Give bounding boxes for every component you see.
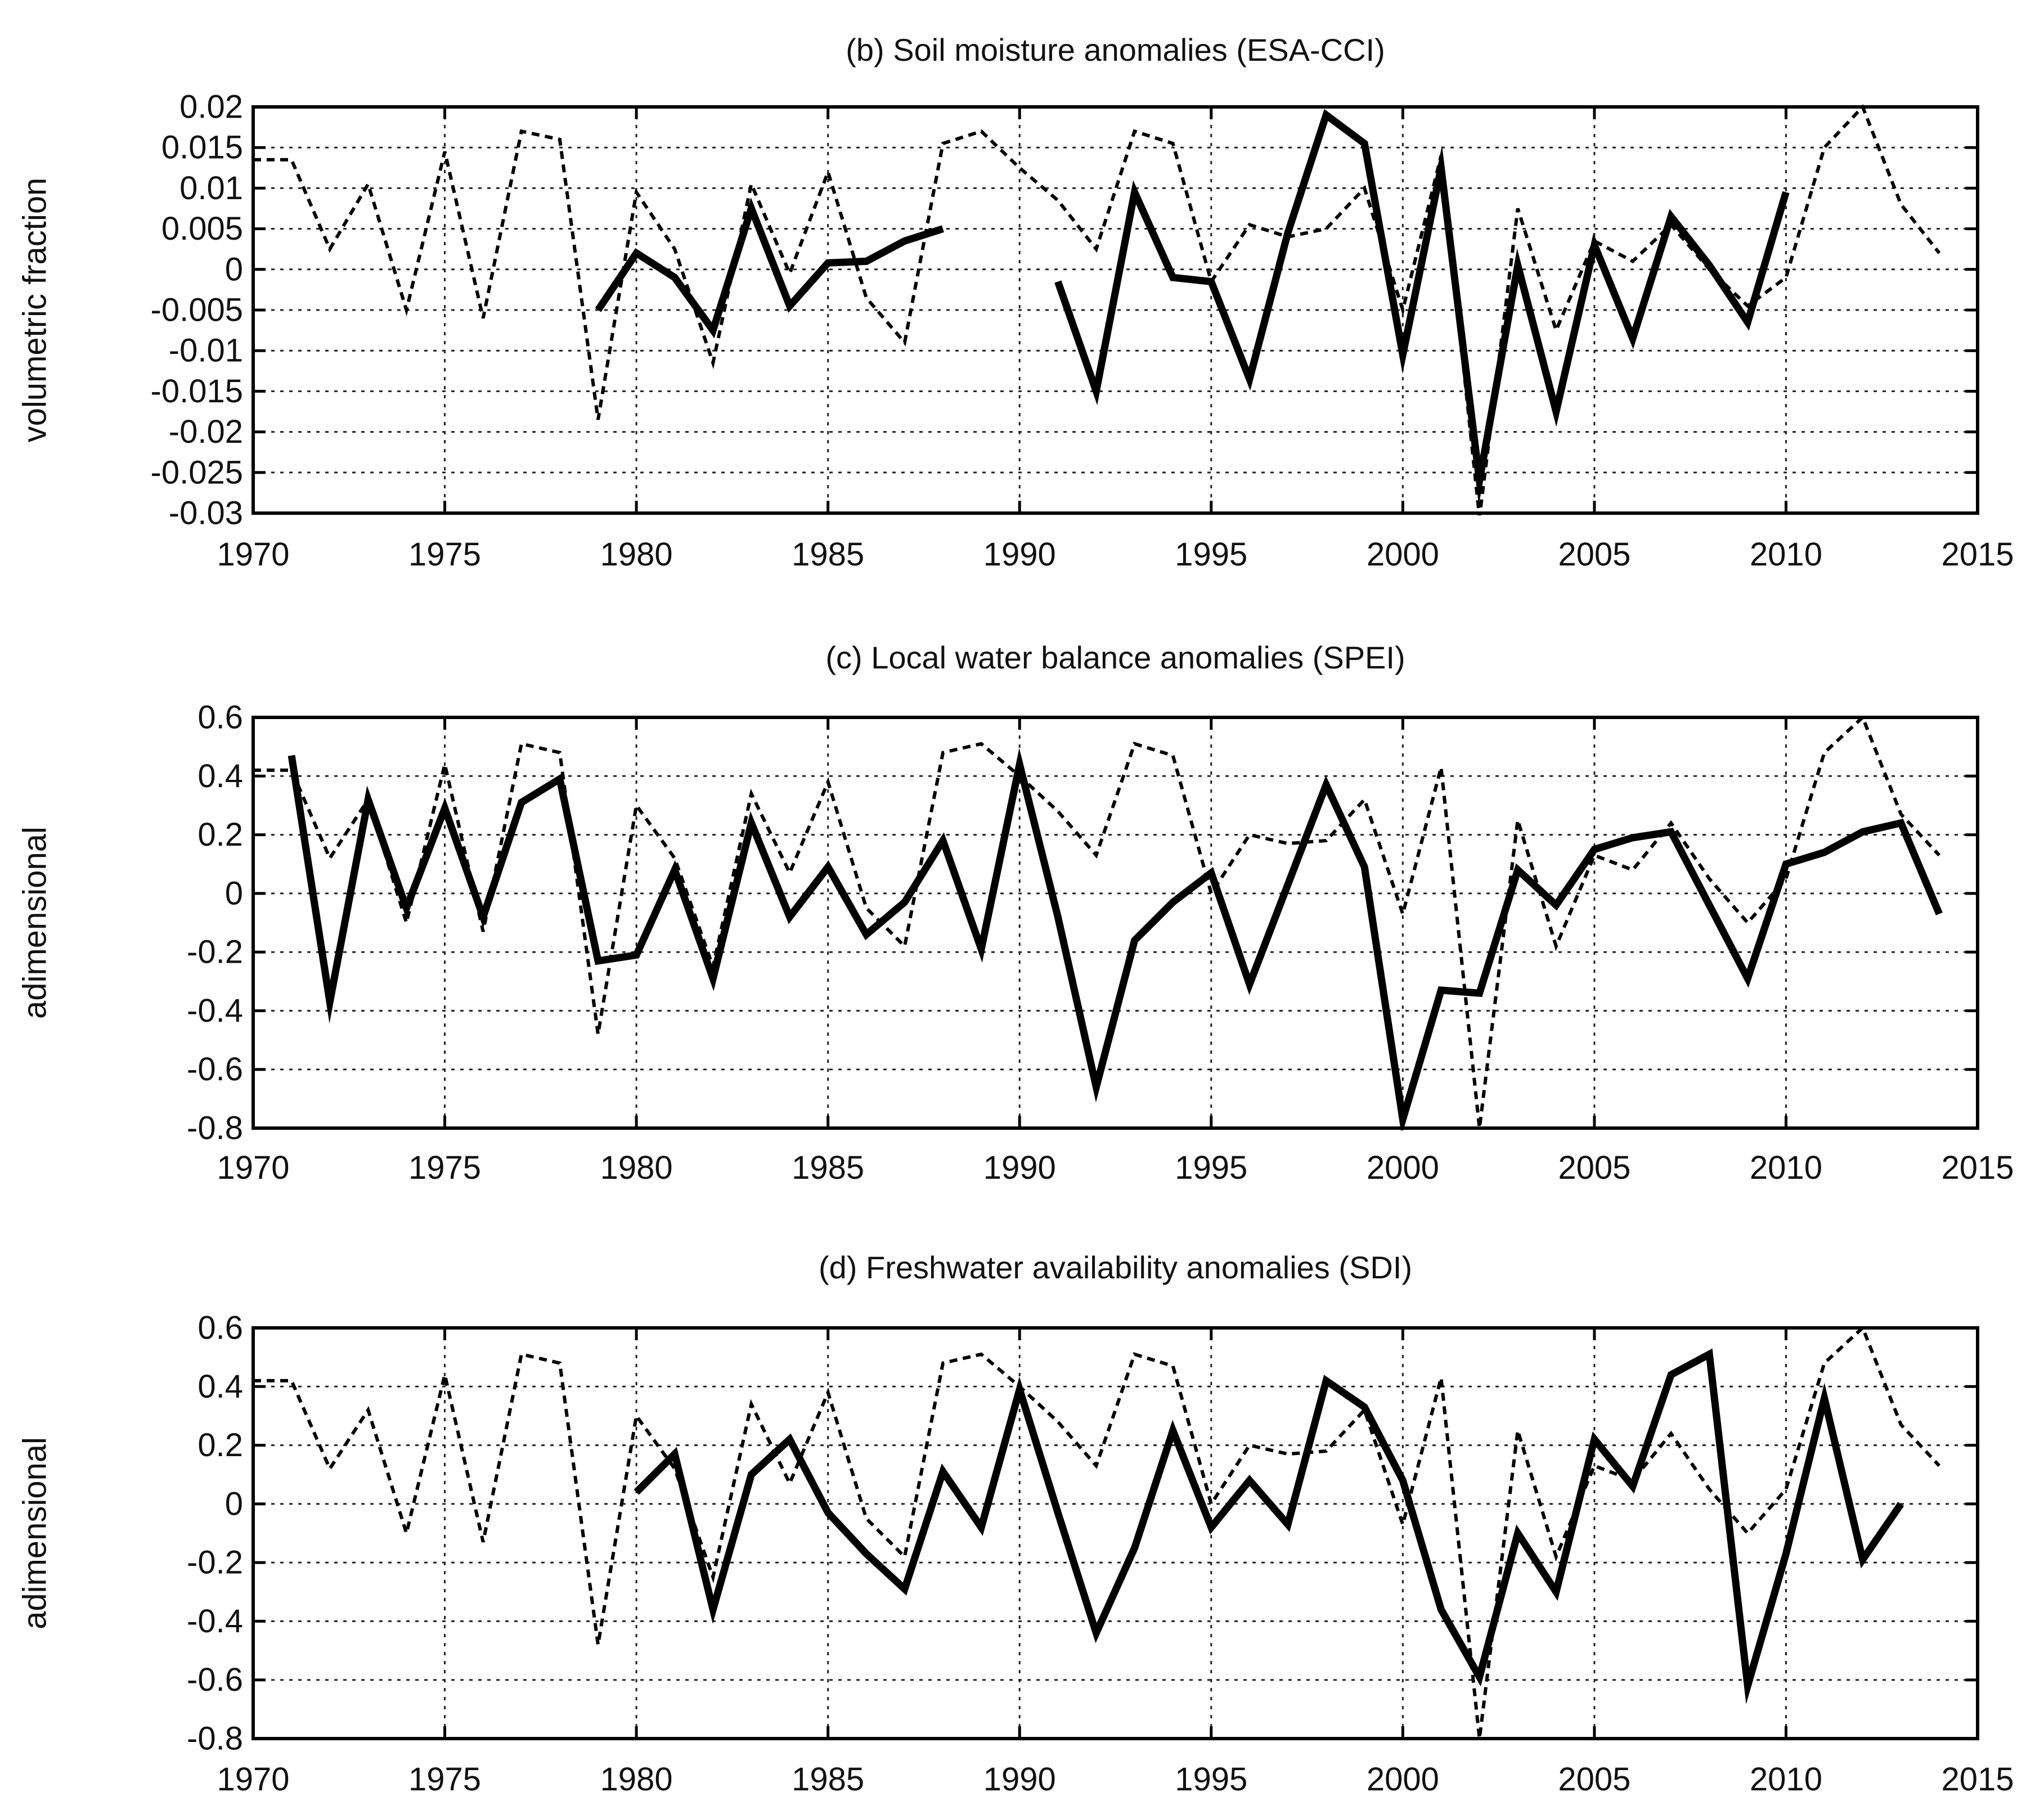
series-solid-line-segment-1 [595,197,944,339]
x-tick-label: 1985 [792,1150,864,1186]
chart-title: (b) Soil moisture anomalies (ESA-CCI) [846,32,1385,68]
panel-b: (b) Soil moisture anomalies (ESA-CCI) vol… [17,32,2014,573]
y-tick-label: -0.03 [169,495,243,532]
y-tick-label: 0 [225,875,243,912]
x-tick-label: 1975 [408,536,481,573]
x-tick-label: 2010 [1750,1150,1822,1186]
x-tick-label: 1980 [600,536,673,573]
y-tick-label: -0.2 [187,1544,243,1581]
y-tick-label: -0.2 [187,934,243,971]
x-tick-label: 1995 [1175,1150,1247,1186]
x-tick-label: 1970 [217,1150,289,1186]
y-tick-label: -0.4 [187,993,243,1029]
series-solid-line-segment-2 [1054,109,1790,505]
x-tick-label: 1985 [792,536,864,573]
x-tick-label: 1995 [1175,536,1247,573]
series-solid-line [287,748,1943,1130]
panel-d: (d) Freshwater availability anomalies (S… [17,1250,2014,1798]
panel-c: (c) Local water balance anomalies (SPEI)… [17,640,2014,1186]
y-tick-label: 0.4 [197,758,243,794]
y-tick-label: 0.01 [179,170,243,206]
y-tick-label: 0.2 [197,816,243,853]
y-tick-label: -0.8 [187,1110,243,1147]
y-tick-label: 0 [225,251,243,288]
series-dashed-line [253,105,1941,515]
y-tick-label: -0.4 [187,1603,243,1640]
y-tick-label: -0.015 [151,373,243,410]
plot-frame [251,1326,1979,1740]
x-tick-label: 1990 [983,1761,1056,1798]
x-tick-label: 1975 [408,1150,481,1186]
series-dashed-line [253,715,1941,1129]
x-tick-label: 2010 [1750,536,1822,573]
x-tick-label: 2010 [1750,1761,1822,1798]
y-tick-label: 0.6 [197,1310,243,1346]
series-solid-line [634,1348,1904,1704]
series-dashed-line [253,1326,1941,1739]
x-tick-label: 1980 [600,1761,673,1798]
y-tick-label: -0.8 [187,1721,243,1757]
plot-frame [251,105,1979,515]
y-tick-label: 0.6 [197,699,243,736]
x-tick-label: 1995 [1175,1761,1247,1798]
x-tick-label: 2005 [1558,1761,1630,1798]
y-tick-label: -0.6 [187,1051,243,1088]
y-tick-label: -0.01 [169,333,243,369]
y-axis-label: volumetric fraction [17,178,53,443]
y-tick-label: -0.6 [187,1662,243,1698]
x-tick-label: 1970 [217,1761,289,1798]
y-tick-label: 0 [225,1485,243,1522]
y-tick-label: -0.02 [169,414,243,450]
x-tick-label: 2005 [1558,1150,1630,1186]
x-tick-label: 1985 [792,1761,864,1798]
y-tick-label: 0.02 [179,89,243,125]
y-tick-label: 0.2 [197,1427,243,1463]
y-tick-label: -0.025 [151,454,243,491]
x-tick-label: 1980 [600,1150,673,1186]
x-tick-label: 2000 [1367,1761,1439,1798]
y-tick-label: -0.005 [151,292,243,329]
plot-frame [251,716,1979,1130]
chart-title: (d) Freshwater availability anomalies (S… [819,1250,1412,1285]
x-tick-label: 2000 [1367,1150,1439,1186]
y-tick-label: 0.4 [197,1368,243,1405]
x-tick-label: 1990 [983,1150,1056,1186]
x-tick-label: 2015 [1941,536,2014,573]
y-tick-label: 0.005 [161,210,243,247]
chart-title: (c) Local water balance anomalies (SPEI) [825,640,1405,675]
y-axis-label: adimensional [17,827,53,1019]
x-tick-label: 2015 [1941,1150,2014,1186]
y-tick-label: 0.015 [161,129,243,166]
x-tick-label: 1990 [983,536,1056,573]
x-tick-label: 2000 [1367,536,1439,573]
x-tick-label: 2015 [1941,1761,2014,1798]
y-axis-label: adimensional [17,1437,53,1629]
x-tick-label: 1970 [217,536,289,573]
x-tick-label: 1975 [408,1761,481,1798]
x-tick-label: 2005 [1558,536,1630,573]
